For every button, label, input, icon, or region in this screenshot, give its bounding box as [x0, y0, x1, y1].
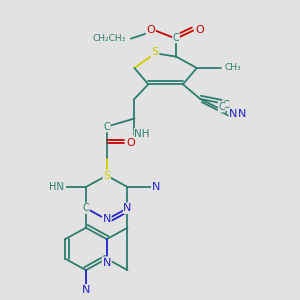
Text: C: C	[103, 122, 110, 132]
Text: N: N	[103, 257, 111, 267]
Text: C: C	[218, 102, 225, 112]
Text: N: N	[103, 258, 111, 268]
Text: S: S	[103, 171, 110, 181]
Text: HN: HN	[49, 182, 63, 192]
Text: N: N	[82, 285, 90, 295]
Text: C: C	[223, 100, 230, 110]
Text: N: N	[229, 109, 237, 118]
Text: N: N	[152, 182, 160, 192]
Text: N: N	[103, 214, 111, 225]
Text: CH₃: CH₃	[224, 64, 241, 73]
Text: S: S	[152, 47, 159, 57]
Text: N: N	[57, 182, 65, 192]
Text: N: N	[103, 214, 111, 224]
Text: NH: NH	[134, 129, 150, 139]
Text: C: C	[124, 203, 131, 213]
Text: HN: HN	[50, 182, 65, 192]
Text: N: N	[238, 109, 247, 118]
Text: O: O	[127, 138, 136, 148]
Text: C: C	[172, 33, 179, 43]
Text: CH₂CH₃: CH₂CH₃	[92, 34, 126, 43]
Text: O: O	[195, 25, 204, 35]
Text: O: O	[146, 25, 155, 35]
Text: N: N	[123, 203, 132, 213]
Text: C: C	[82, 203, 89, 213]
